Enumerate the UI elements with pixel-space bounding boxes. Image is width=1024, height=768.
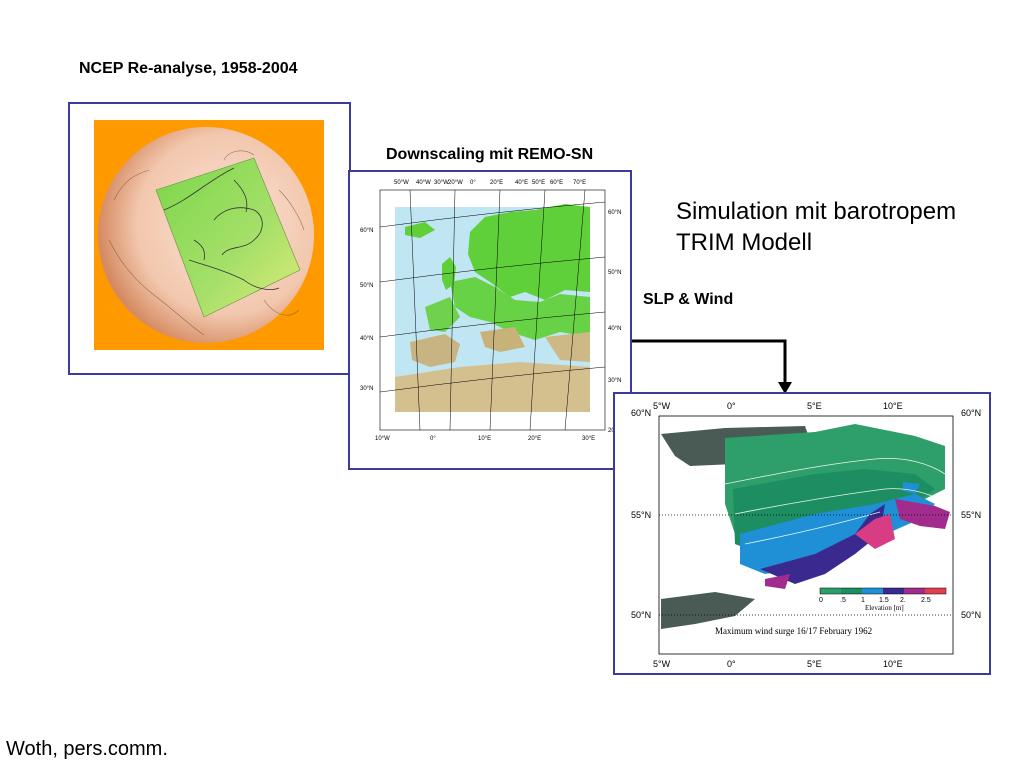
surge-bottom-lon-2: 5°E bbox=[807, 659, 822, 669]
simulation-title: Simulation mit barotropem TRIM Modell bbox=[676, 196, 956, 258]
remo-top-lon-1: 40°W bbox=[416, 180, 431, 186]
downscaling-label: Downscaling mit REMO-SN bbox=[386, 146, 594, 163]
remo-top-lon-5: 20°E bbox=[490, 180, 503, 186]
remo-right-lat-1: 50°N bbox=[608, 270, 621, 276]
colorbar-tick-4: 2. bbox=[900, 597, 906, 604]
remo-top-lon-3: 20°W bbox=[448, 180, 463, 186]
remo-map-image: 50°W 40°W 30°W 20°W 0° 20°E 40°E 50°E 60… bbox=[360, 180, 621, 442]
colorbar-tick-2: 1 bbox=[861, 597, 865, 604]
remo-top-lon-7: 50°E bbox=[532, 180, 545, 186]
surge-left-lat-2: 50°N bbox=[631, 610, 651, 620]
colorbar-tick-1: .5 bbox=[840, 597, 846, 604]
remo-left-lat-3: 30°N bbox=[360, 386, 373, 392]
arrow-head-icon bbox=[778, 382, 792, 394]
simulation-title-line2: TRIM Modell bbox=[676, 229, 813, 256]
surge-bottom-lon-1: 0° bbox=[727, 659, 736, 669]
surge-top-lon-1: 0° bbox=[727, 401, 736, 411]
surge-top-lon-0: 5°W bbox=[653, 401, 671, 411]
surge-map-frame: 0 .5 1 1.5 2. 2.5 Elevation [m] Maximum … bbox=[613, 392, 991, 675]
surge-caption: Maximum wind surge 16/17 February 1962 bbox=[715, 626, 872, 636]
remo-bottom-lon-3: 20°E bbox=[528, 436, 541, 442]
surge-right-lat-1: 55°N bbox=[961, 510, 981, 520]
surge-bottom-lon-3: 10°E bbox=[883, 659, 903, 669]
surge-left-lat-0: 60°N bbox=[631, 408, 651, 418]
surge-map-image: 0 .5 1 1.5 2. 2.5 Elevation [m] Maximum … bbox=[631, 401, 981, 669]
ncep-globe-image bbox=[94, 120, 324, 350]
ncep-label: NCEP Re-analyse, 1958-2004 bbox=[79, 60, 298, 77]
remo-bottom-lon-4: 30°E bbox=[582, 436, 595, 442]
colorbar-tick-3: 1.5 bbox=[879, 597, 889, 604]
remo-top-lon-8: 60°E bbox=[550, 180, 563, 186]
remo-bottom-lon-1: 0° bbox=[430, 436, 436, 442]
surge-right-lat-2: 50°N bbox=[961, 610, 981, 620]
surge-colorbar bbox=[819, 587, 947, 595]
remo-top-lon-0: 50°W bbox=[394, 180, 409, 186]
remo-left-lat-2: 40°N bbox=[360, 336, 373, 342]
surge-right-lat-0: 60°N bbox=[961, 408, 981, 418]
surge-left-lat-1: 55°N bbox=[631, 510, 651, 520]
remo-left-lat-1: 50°N bbox=[360, 283, 373, 289]
surge-top-lon-3: 10°E bbox=[883, 401, 903, 411]
connector-arrow bbox=[632, 339, 792, 394]
remo-bottom-lon-0: 10°W bbox=[375, 436, 390, 442]
remo-top-lon-4: 0° bbox=[470, 180, 476, 186]
remo-right-lat-2: 40°N bbox=[608, 326, 621, 332]
surge-top-lon-2: 5°E bbox=[807, 401, 822, 411]
remo-map-frame: 50°W 40°W 30°W 20°W 0° 20°E 40°E 50°E 60… bbox=[348, 170, 632, 470]
remo-top-lon-9: 70°E bbox=[573, 180, 586, 186]
simulation-title-line1: Simulation mit barotropem bbox=[676, 198, 957, 225]
remo-top-lon-6: 40°E bbox=[515, 180, 528, 186]
credit-text: Woth, pers.comm. bbox=[6, 738, 168, 760]
remo-right-lat-0: 60°N bbox=[608, 210, 621, 216]
colorbar-title: Elevation [m] bbox=[865, 604, 904, 612]
colorbar-tick-0: 0 bbox=[819, 597, 823, 604]
remo-top-lon-2: 30°W bbox=[434, 180, 449, 186]
ncep-globe-frame bbox=[68, 102, 351, 375]
remo-right-lat-3: 30°N bbox=[608, 378, 621, 384]
surge-bottom-lon-0: 5°W bbox=[653, 659, 671, 669]
colorbar-tick-5: 2.5 bbox=[921, 597, 931, 604]
slp-wind-label: SLP & Wind bbox=[643, 291, 734, 308]
remo-bottom-lon-2: 10°E bbox=[478, 436, 491, 442]
remo-left-lat-0: 60°N bbox=[360, 228, 373, 234]
